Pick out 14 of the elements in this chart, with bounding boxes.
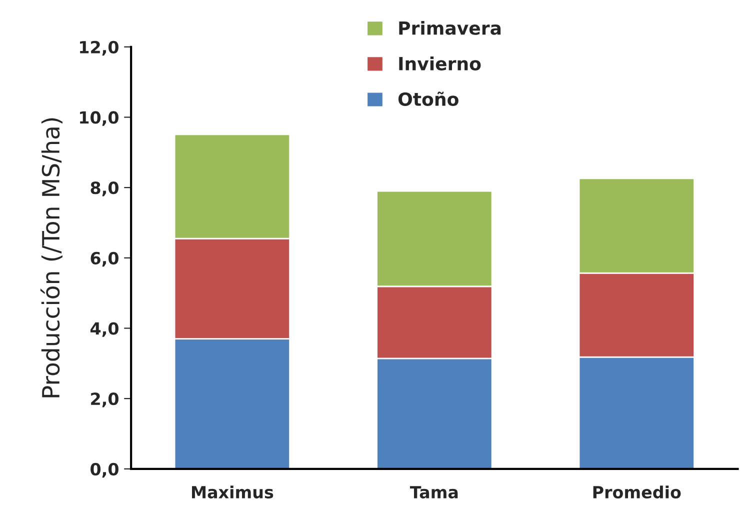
x-tick-label: Tama — [410, 486, 458, 498]
y-axis-title: Producción (/Ton MS/ha) — [40, 118, 62, 398]
legend-label: Invierno — [399, 56, 481, 70]
y-tick-label: 4,0 — [90, 322, 118, 337]
y-tick-label: 0,0 — [90, 462, 118, 478]
y-tick-label: 10,0 — [80, 111, 118, 126]
y-tick-label: 8,0 — [90, 182, 118, 196]
x-tick-label: Promedio — [593, 486, 681, 498]
legend-label: Primavera — [399, 20, 501, 35]
x-tick-label: Maximus — [192, 486, 274, 498]
y-tick-label: 2,0 — [91, 392, 118, 408]
y-tick-label: 6,0 — [90, 252, 118, 267]
legend-label: Otoño — [398, 92, 458, 106]
y-tick-label: 12,0 — [80, 40, 118, 56]
